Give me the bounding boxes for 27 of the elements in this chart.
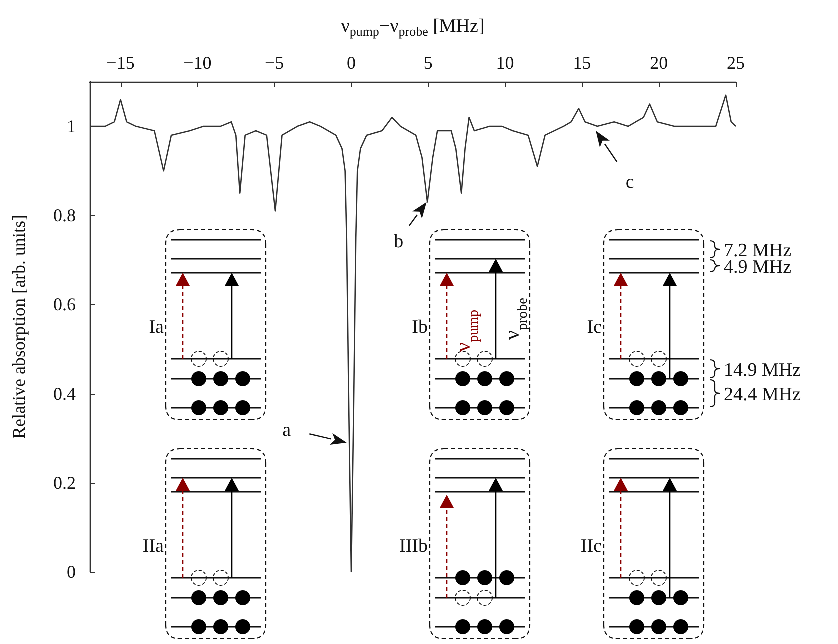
annotation: IIc [580,536,602,557]
annotation: a [282,420,292,441]
annotation: 24.4 MHz [724,384,802,406]
annotation: IIa [142,536,165,557]
x-tick-label: −5 [264,53,284,73]
x-tick-label: −15 [106,53,135,73]
annotation: Ic [587,317,602,338]
y-tick-label: 0.4 [54,384,76,404]
annotation: Ib [412,317,428,338]
y-axis-title: Relative absorption [arb. units] [9,215,29,439]
x-tick-label: 0 [346,53,356,73]
y-tick-label: 0.2 [54,472,76,493]
y-tick-label: 0.6 [54,294,76,315]
annotation: b [394,231,404,252]
annotation: c [626,172,634,193]
y-tick-label: 1 [67,116,76,137]
x-tick-label: 5 [424,53,433,73]
x-tick-label: −10 [184,53,212,73]
annotation: Ia [149,317,165,338]
annotation: IIIb [400,536,428,557]
x-tick-label: 20 [650,53,668,73]
x-tick-label: 15 [573,53,592,73]
annotation: 14.9 MHz [724,360,802,381]
y-tick-label: 0 [67,562,76,582]
x-tick-label: 10 [496,53,514,73]
y-tick-label: 0.8 [54,206,76,226]
x-tick-label: 25 [727,53,745,73]
